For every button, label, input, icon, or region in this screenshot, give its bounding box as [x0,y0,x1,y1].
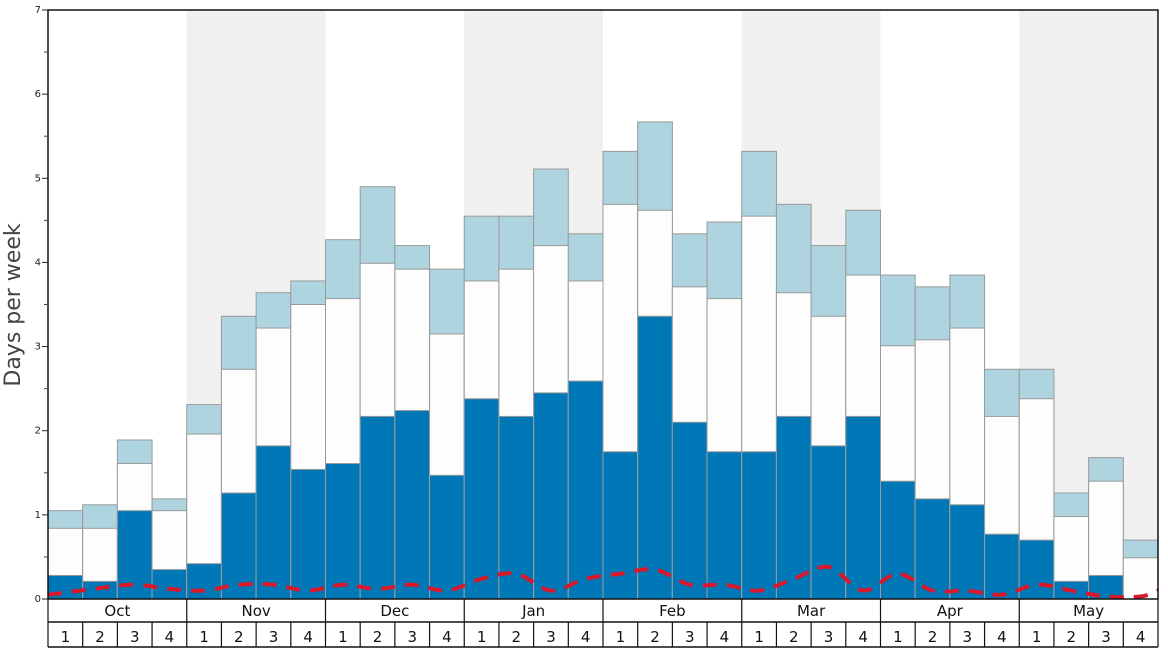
bar-dark [741,451,777,600]
week-label: 1 [199,628,209,646]
bar-dark [359,415,396,600]
bar-dark [429,474,465,600]
month-label-apr: Apr [937,602,964,620]
bar-layer [47,121,1159,600]
week-label: 2 [95,628,105,646]
month-label-oct: Oct [104,602,130,620]
bar-dark [637,315,673,600]
week-label: 4 [997,628,1007,646]
bar-dark [949,504,986,600]
y-tick-label: 2 [35,426,41,437]
week-label: 1 [1032,628,1042,646]
week-label: 4 [442,628,452,646]
bar-dark [220,492,257,600]
bar-dark [255,445,292,600]
bar-dark [775,415,812,600]
bar-dark [394,410,431,600]
week-label: 2 [789,628,799,646]
bar-dark [671,421,708,600]
y-tick-label: 4 [35,257,41,268]
bar-mid [1122,557,1159,600]
week-label: 4 [303,628,313,646]
bar-dark [463,398,500,600]
week-label: 2 [1067,628,1077,646]
week-label: 2 [512,628,522,646]
week-label: 3 [546,628,556,646]
y-tick-label: 6 [35,89,41,100]
bar-dark [914,498,951,600]
week-label: 4 [1136,628,1146,646]
y-tick-label: 0 [35,594,41,605]
month-label-jan: Jan [521,602,545,620]
y-tick-label: 1 [35,510,41,521]
week-label: 1 [338,628,348,646]
y-tick-label: 5 [35,173,41,184]
week-label: 2 [234,628,244,646]
week-label: 4 [720,628,730,646]
week-label: 1 [754,628,764,646]
bar-dark [567,380,604,600]
bar-dark [151,569,188,600]
week-label: 3 [407,628,417,646]
y-axis: 0 1 2 3 4 5 6 7 [35,5,48,605]
bar-dark [325,463,361,600]
bar-dark [186,563,222,600]
week-label: 3 [1101,628,1111,646]
y-tick-label: 7 [35,5,41,16]
month-label-dec: Dec [380,602,409,620]
month-label-may: May [1073,602,1104,620]
line-layer [47,564,1159,600]
bar-dark [498,415,535,600]
bar-dark [82,580,118,600]
week-label: 4 [165,628,175,646]
week-label: 3 [269,628,279,646]
month-label-mar: Mar [797,602,826,620]
week-label: 4 [858,628,868,646]
week-label: 1 [893,628,903,646]
week-label: 1 [477,628,487,646]
week-label: 2 [373,628,383,646]
bar-dark [1018,539,1055,600]
month-label-feb: Feb [659,602,686,620]
bar-dark [290,468,326,600]
bar-dark [706,451,743,600]
x-axis: Oct Nov Dec Jan Feb Mar Apr May 1 2 3 4 1 2 3 4 1 2 3 4 1 2 3 4… [47,599,1159,648]
month-label-nov: Nov [241,602,270,620]
week-label: 1 [616,628,626,646]
week-label: 1 [61,628,71,646]
week-label: 3 [824,628,834,646]
week-label: 3 [962,628,972,646]
week-label: 3 [130,628,140,646]
y-axis-label: Days per week [1,223,26,386]
y-tick-label: 3 [35,342,41,353]
week-label: 3 [685,628,695,646]
week-label: 2 [650,628,660,646]
bar-dark [602,451,639,600]
bar-dark [880,480,916,600]
trend-line [47,564,1159,600]
bar-dark [845,415,881,600]
bar-dark [984,533,1020,600]
week-label: 2 [928,628,938,646]
week-label: 4 [581,628,591,646]
bar-dark [533,392,569,600]
